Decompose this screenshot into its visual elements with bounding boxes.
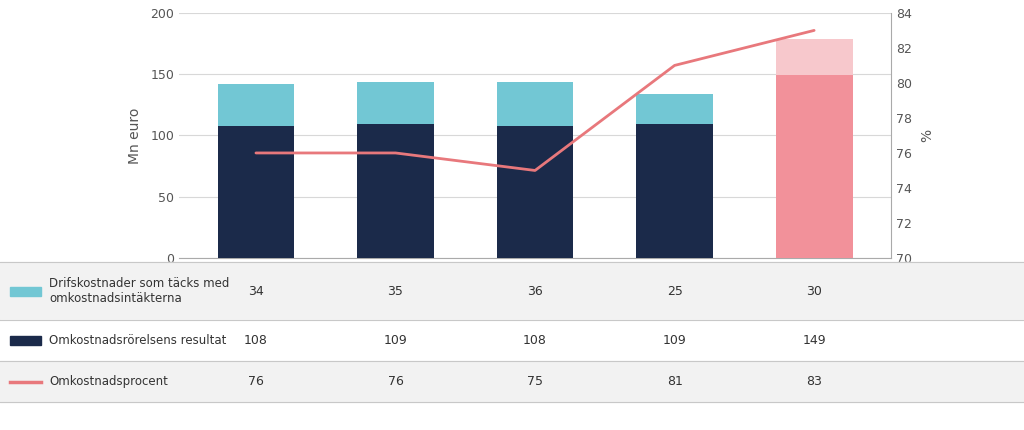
Text: 30: 30 <box>806 285 822 298</box>
Text: 109: 109 <box>663 334 686 347</box>
Text: Drifskostnader som täcks med
omkostnadsintäkterna: Drifskostnader som täcks med omkostnadsi… <box>49 277 229 305</box>
Text: Omkostnadsrörelsens resultat: Omkostnadsrörelsens resultat <box>49 334 226 347</box>
Text: 83: 83 <box>806 375 822 388</box>
Text: 25: 25 <box>667 285 683 298</box>
Text: 76: 76 <box>387 375 403 388</box>
Text: 34: 34 <box>248 285 264 298</box>
Text: Omkostnadsprocent: Omkostnadsprocent <box>49 375 168 388</box>
Bar <box>776 75 853 258</box>
Text: 108: 108 <box>523 334 547 347</box>
Text: 76: 76 <box>248 375 264 388</box>
Text: 149: 149 <box>803 334 826 347</box>
Text: 109: 109 <box>384 334 408 347</box>
Bar <box>217 84 294 126</box>
Bar <box>497 82 573 126</box>
Y-axis label: Mn euro: Mn euro <box>128 107 142 164</box>
Text: 75: 75 <box>527 375 543 388</box>
Bar <box>357 124 434 258</box>
Bar <box>357 82 434 124</box>
Text: 108: 108 <box>244 334 268 347</box>
Bar <box>636 94 713 124</box>
Bar <box>497 126 573 258</box>
Bar <box>636 124 713 258</box>
Y-axis label: %: % <box>921 129 934 142</box>
Text: 35: 35 <box>387 285 403 298</box>
Bar <box>776 39 853 75</box>
Bar <box>217 126 294 258</box>
Text: 81: 81 <box>667 375 683 388</box>
Text: 36: 36 <box>527 285 543 298</box>
